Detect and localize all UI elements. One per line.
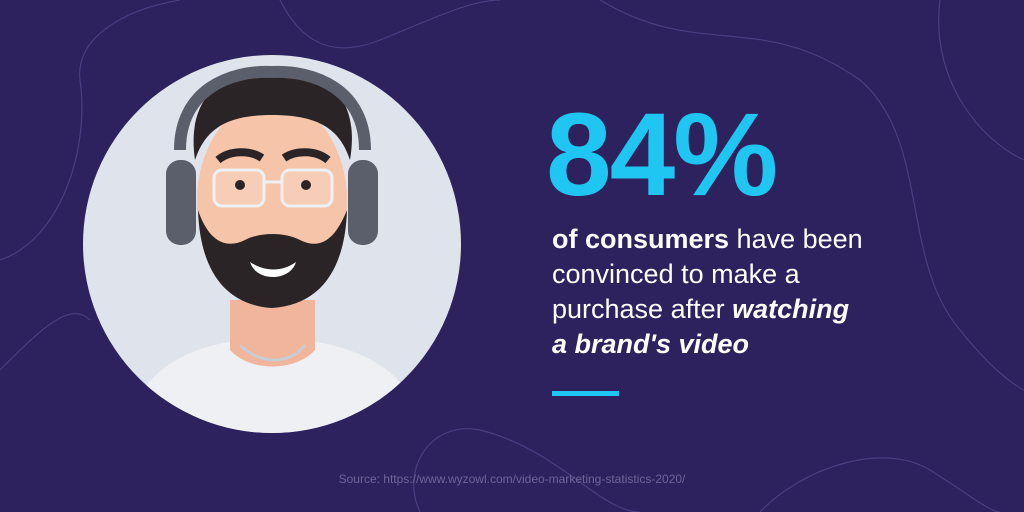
text: watching: [732, 294, 850, 324]
text: convinced to make a: [552, 259, 800, 289]
stat: 84%: [546, 89, 778, 221]
text: of consumers: [552, 224, 730, 254]
source: Source: https://www.wyzowl.com/video-mar…: [338, 472, 686, 486]
text: a brand's video: [552, 329, 749, 359]
statement: of consumers have been convinced to make…: [552, 222, 863, 362]
accent-rule: [552, 391, 619, 396]
text: purchase after: [552, 294, 733, 324]
text: have been: [729, 224, 863, 254]
